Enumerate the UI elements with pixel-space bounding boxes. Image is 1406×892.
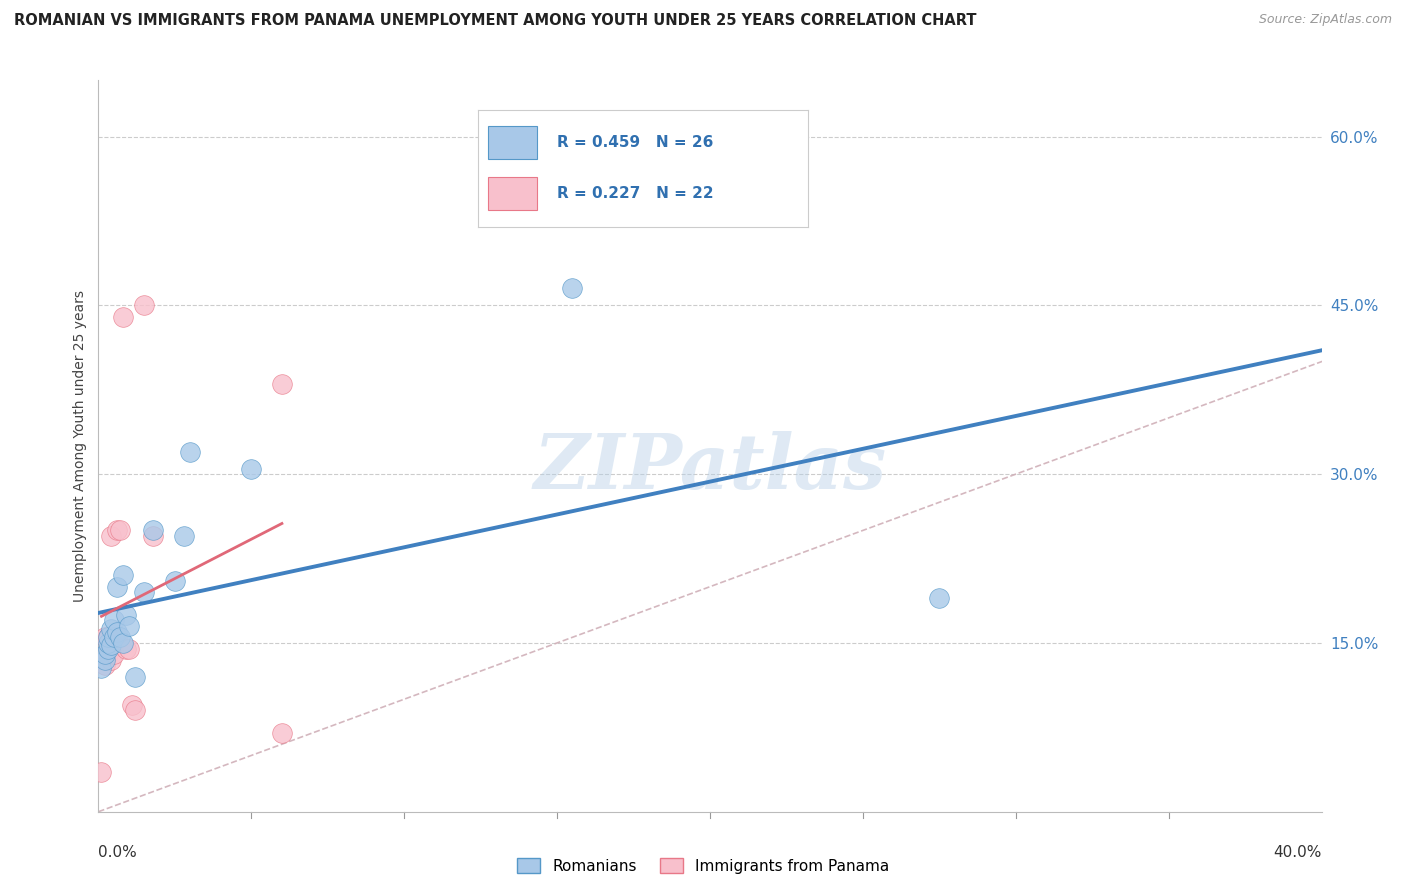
Point bbox=[103, 630, 125, 644]
Text: Source: ZipAtlas.com: Source: ZipAtlas.com bbox=[1258, 13, 1392, 27]
Point bbox=[111, 568, 134, 582]
Point bbox=[93, 658, 115, 673]
Point bbox=[103, 614, 125, 628]
Point bbox=[93, 653, 115, 667]
Point bbox=[105, 630, 128, 644]
Point bbox=[97, 641, 120, 656]
Point bbox=[240, 461, 263, 475]
Point bbox=[105, 524, 128, 538]
Point bbox=[103, 647, 125, 661]
Y-axis label: Unemployment Among Youth under 25 years: Unemployment Among Youth under 25 years bbox=[73, 290, 87, 602]
Point bbox=[118, 641, 141, 656]
Point bbox=[111, 636, 134, 650]
Point bbox=[928, 591, 950, 605]
Point bbox=[121, 698, 143, 712]
Point bbox=[173, 529, 195, 543]
Point bbox=[100, 623, 122, 637]
Point bbox=[105, 580, 128, 594]
Point bbox=[103, 636, 125, 650]
Point bbox=[97, 630, 120, 644]
Point bbox=[100, 529, 122, 543]
Point bbox=[179, 444, 201, 458]
Point bbox=[97, 636, 120, 650]
Point bbox=[90, 661, 112, 675]
Text: 40.0%: 40.0% bbox=[1274, 845, 1322, 860]
Point bbox=[108, 524, 131, 538]
Point bbox=[111, 310, 134, 324]
Point bbox=[561, 281, 583, 295]
Point bbox=[142, 529, 165, 543]
Point bbox=[108, 630, 131, 644]
Text: ROMANIAN VS IMMIGRANTS FROM PANAMA UNEMPLOYMENT AMONG YOUTH UNDER 25 YEARS CORRE: ROMANIAN VS IMMIGRANTS FROM PANAMA UNEMP… bbox=[14, 13, 977, 29]
Point bbox=[118, 619, 141, 633]
Point bbox=[124, 670, 146, 684]
Point bbox=[134, 298, 156, 312]
Point bbox=[270, 726, 292, 740]
Point bbox=[97, 641, 120, 656]
Point bbox=[97, 630, 120, 644]
Point bbox=[134, 585, 156, 599]
Point bbox=[124, 703, 146, 717]
Point bbox=[270, 377, 292, 392]
Text: 0.0%: 0.0% bbox=[98, 845, 138, 860]
Point bbox=[142, 524, 165, 538]
Point bbox=[100, 638, 122, 652]
Point bbox=[115, 607, 138, 622]
Point bbox=[90, 765, 112, 780]
Point bbox=[163, 574, 186, 588]
Point bbox=[93, 630, 115, 644]
Point bbox=[115, 641, 138, 656]
Point bbox=[93, 647, 115, 661]
Point bbox=[100, 653, 122, 667]
Point bbox=[105, 624, 128, 639]
Point bbox=[97, 647, 120, 661]
Legend: Romanians, Immigrants from Panama: Romanians, Immigrants from Panama bbox=[510, 852, 896, 880]
Text: ZIPatlas: ZIPatlas bbox=[533, 431, 887, 505]
